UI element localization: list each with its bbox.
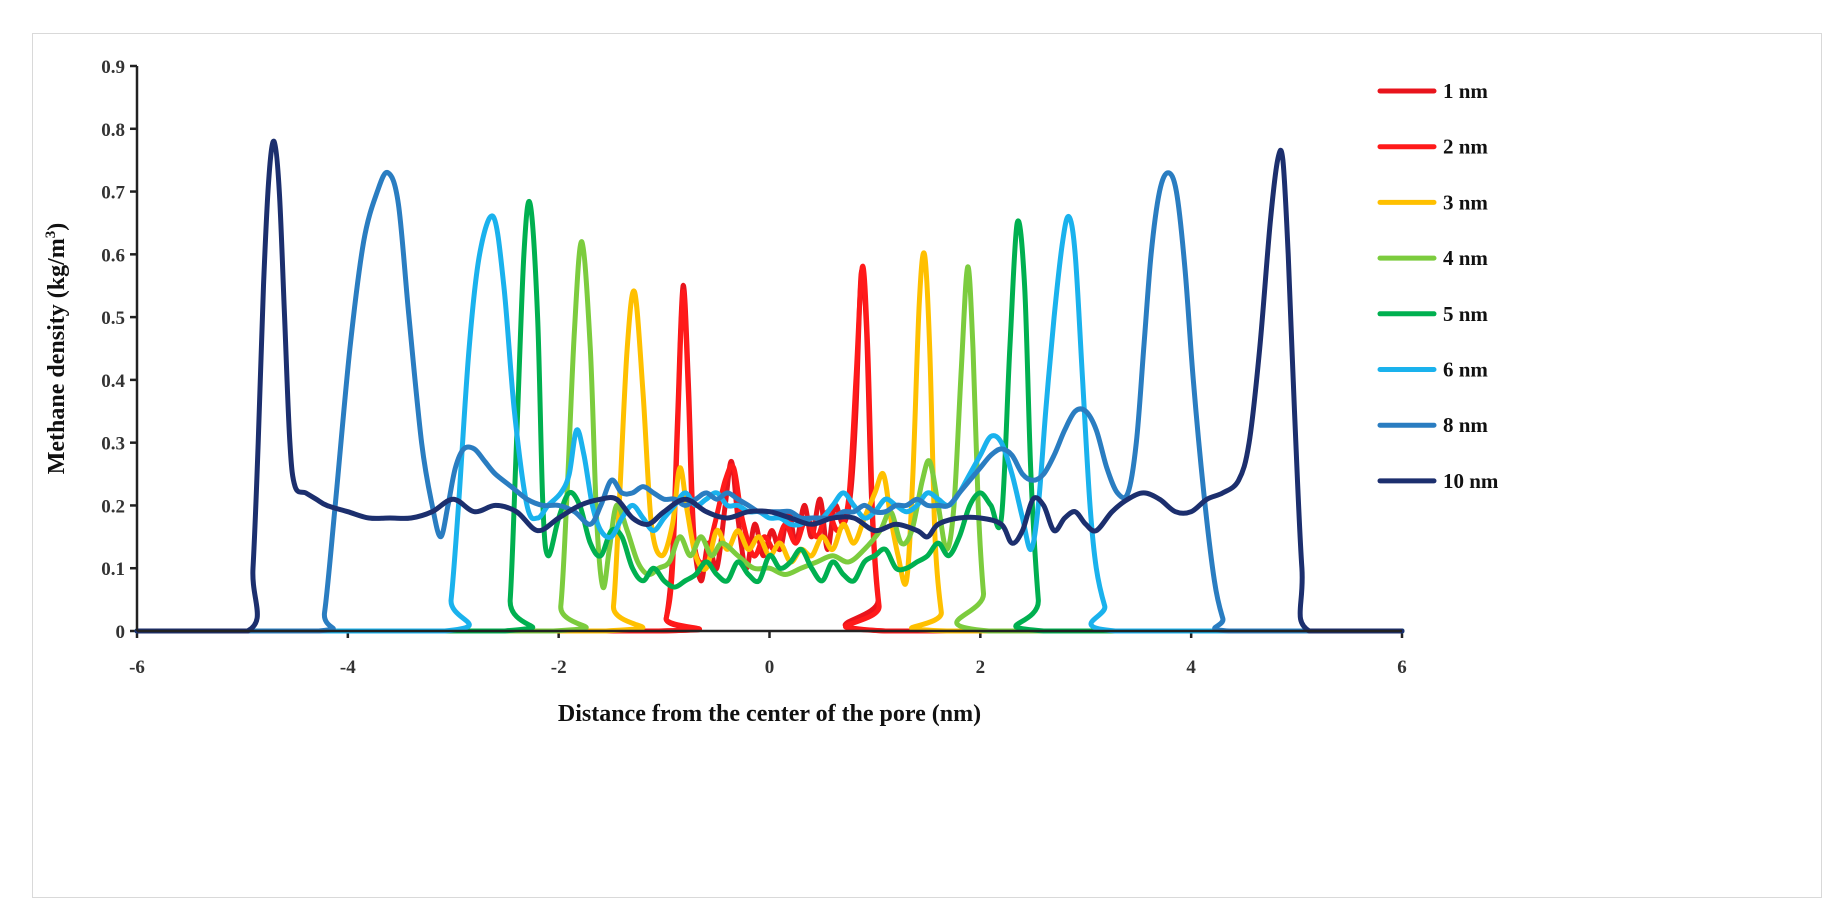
y-tick-label: 0.7 xyxy=(101,183,125,204)
y-tick-label: 0.4 xyxy=(101,371,125,392)
x-tick-label: -6 xyxy=(129,657,145,678)
y-tick-label: 0.2 xyxy=(101,496,125,517)
legend-label-8-nm: 8 nm xyxy=(1443,413,1488,437)
y-tick-label: 0.6 xyxy=(101,245,125,266)
legend-label-10-nm: 10 nm xyxy=(1443,469,1499,493)
series-line-6-nm xyxy=(134,213,1405,634)
y-axis-title-superscript: 3 xyxy=(43,231,59,239)
y-tick-label: 0.3 xyxy=(101,434,125,455)
legend-label-4-nm: 4 nm xyxy=(1443,246,1488,270)
y-axis-title-main: Methane density (kg/m xyxy=(44,238,70,474)
legend-label-1-nm: 1 nm xyxy=(1443,79,1488,103)
x-tick-label: 2 xyxy=(976,657,986,678)
legend: 1 nm 2 nm 3 nm 4 nm 5 nm 6 nm 8 nm 10 nm xyxy=(1377,79,1499,493)
x-tick-label: 4 xyxy=(1186,657,1196,678)
x-axis-title: Distance from the center of the pore (nm… xyxy=(558,701,981,727)
x-tick-label: 0 xyxy=(765,657,775,678)
y-tick-label: 0 xyxy=(116,622,126,643)
series-line-2-nm xyxy=(134,263,1405,634)
legend-label-3-nm: 3 nm xyxy=(1443,190,1488,214)
x-tick-label: -2 xyxy=(551,657,567,678)
series-line-10-nm xyxy=(134,138,1405,634)
legend-label-2-nm: 2 nm xyxy=(1443,135,1488,159)
axes xyxy=(135,66,1402,633)
y-axis-title-end: ) xyxy=(44,223,70,231)
y-tick-label: 0.5 xyxy=(101,308,125,329)
x-tick-labels: -6 -4 -2 0 2 4 6 xyxy=(129,631,1407,678)
legend-label-6-nm: 6 nm xyxy=(1443,358,1488,382)
y-tick-labels: 0 0.1 0.2 0.3 0.4 0.5 0.6 0.7 0.8 0.9 xyxy=(101,57,137,643)
series-lines xyxy=(134,138,1405,634)
x-tick-label: -4 xyxy=(340,657,356,678)
chart-frame xyxy=(32,33,1822,898)
y-axis-title: Methane density (kg/m3) xyxy=(43,223,70,475)
series-line-3-nm xyxy=(134,250,1405,634)
legend-label-5-nm: 5 nm xyxy=(1443,302,1488,326)
y-tick-label: 0.8 xyxy=(101,120,125,141)
series-line-4-nm xyxy=(134,239,1405,634)
y-tick-label: 0.1 xyxy=(101,559,125,580)
series-line-8-nm xyxy=(134,169,1405,634)
x-tick-label: 6 xyxy=(1397,657,1407,678)
y-tick-label: 0.9 xyxy=(101,57,125,78)
